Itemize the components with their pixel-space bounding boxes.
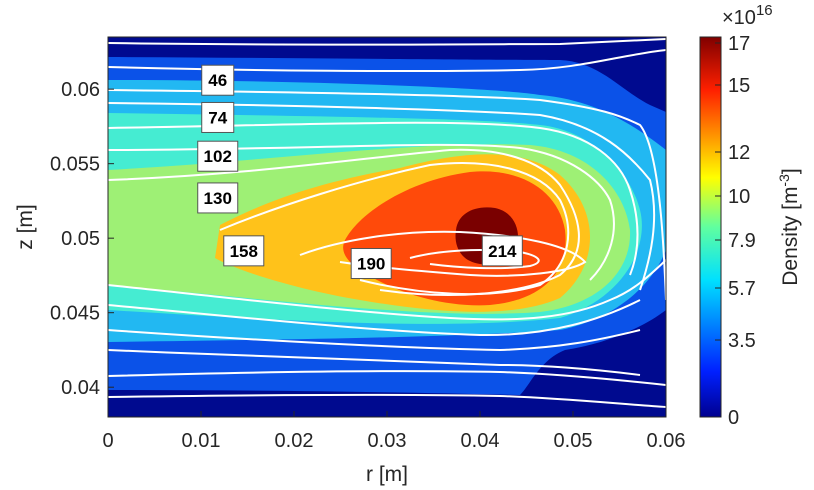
contour-line xyxy=(108,259,666,321)
y-tick-label: 0.045 xyxy=(50,303,100,325)
contour-line xyxy=(108,102,656,291)
contour-line xyxy=(108,329,641,352)
x-tick-label: 0.02 xyxy=(275,430,314,452)
x-tick-label: 0.06 xyxy=(647,430,686,452)
x-axis-label: r [m] xyxy=(366,463,408,486)
contour-label-box xyxy=(197,140,239,172)
x-tick-label: 0.05 xyxy=(554,430,593,452)
contour-label-box xyxy=(223,235,265,267)
contour-line xyxy=(409,249,540,270)
contour-label: 158 xyxy=(230,242,258,261)
y-tick-label: 0.05 xyxy=(61,228,100,250)
y-tick-label: 0.04 xyxy=(61,377,100,399)
colorbar-ticks: 0 3.5 5.7 7.9 10 12 15 17 xyxy=(715,33,756,429)
colorbar-gradient xyxy=(699,36,722,418)
x-tick-label: 0.03 xyxy=(368,430,407,452)
contour-label-box xyxy=(350,248,392,280)
contour-label: 102 xyxy=(204,147,232,166)
colorbar-tick-label: 5.7 xyxy=(728,278,756,300)
colorbar-tick-label: 7.9 xyxy=(728,230,756,252)
y-tick-label: 0.06 xyxy=(61,79,100,101)
contour-label-box xyxy=(481,235,523,267)
colorbar-tick-label: 0 xyxy=(728,407,739,429)
colorbar-tick-label: 17 xyxy=(728,33,750,55)
colorbar: 0 3.5 5.7 7.9 10 12 15 17 ×1016 Density [m-3] xyxy=(699,2,802,429)
contour-line xyxy=(108,393,666,408)
contour-line xyxy=(219,162,570,296)
y-axis: 0.04 0.045 0.05 0.055 0.06 xyxy=(50,79,114,399)
density-band-6 xyxy=(343,171,566,306)
contour-line xyxy=(108,370,666,386)
colorbar-tick-label: 12 xyxy=(728,142,750,164)
x-tick-label: 0.04 xyxy=(461,430,500,452)
colorbar-label: Density [m-3] xyxy=(776,168,802,285)
contour-lines xyxy=(108,38,666,408)
colorbar-multiplier: ×1016 xyxy=(722,2,773,29)
colorbar-tick-label: 3.5 xyxy=(728,330,756,352)
contour-line xyxy=(108,143,615,281)
contour-label-box xyxy=(201,101,235,133)
contour-line xyxy=(108,349,641,376)
contour-labels: 46 74 102 130 158 190 214 xyxy=(197,64,523,280)
contour-line xyxy=(108,38,666,46)
contour-label-box xyxy=(201,64,235,96)
colorbar-tick-label: 10 xyxy=(728,186,750,208)
contour-label: 190 xyxy=(357,255,385,274)
contour-line xyxy=(108,299,641,337)
contour-line xyxy=(299,230,587,277)
y-axis-label: z [m] xyxy=(14,204,37,250)
contour-label-box xyxy=(197,182,239,214)
x-axis: 0 0.01 0.02 0.03 0.04 0.05 0.06 xyxy=(102,411,685,452)
contour-line xyxy=(108,89,666,301)
contour-label: 130 xyxy=(204,189,232,208)
contour-label: 214 xyxy=(488,242,517,261)
density-fill-layers xyxy=(108,37,666,417)
y-tick-label: 0.055 xyxy=(50,154,100,176)
x-tick-label: 0 xyxy=(102,430,113,452)
x-tick-label: 0.01 xyxy=(182,430,221,452)
contour-line xyxy=(108,148,580,296)
colorbar-tick-label: 15 xyxy=(728,75,750,97)
contour-label: 74 xyxy=(208,108,227,127)
contour-line xyxy=(108,121,639,276)
contour-label: 46 xyxy=(208,71,227,90)
